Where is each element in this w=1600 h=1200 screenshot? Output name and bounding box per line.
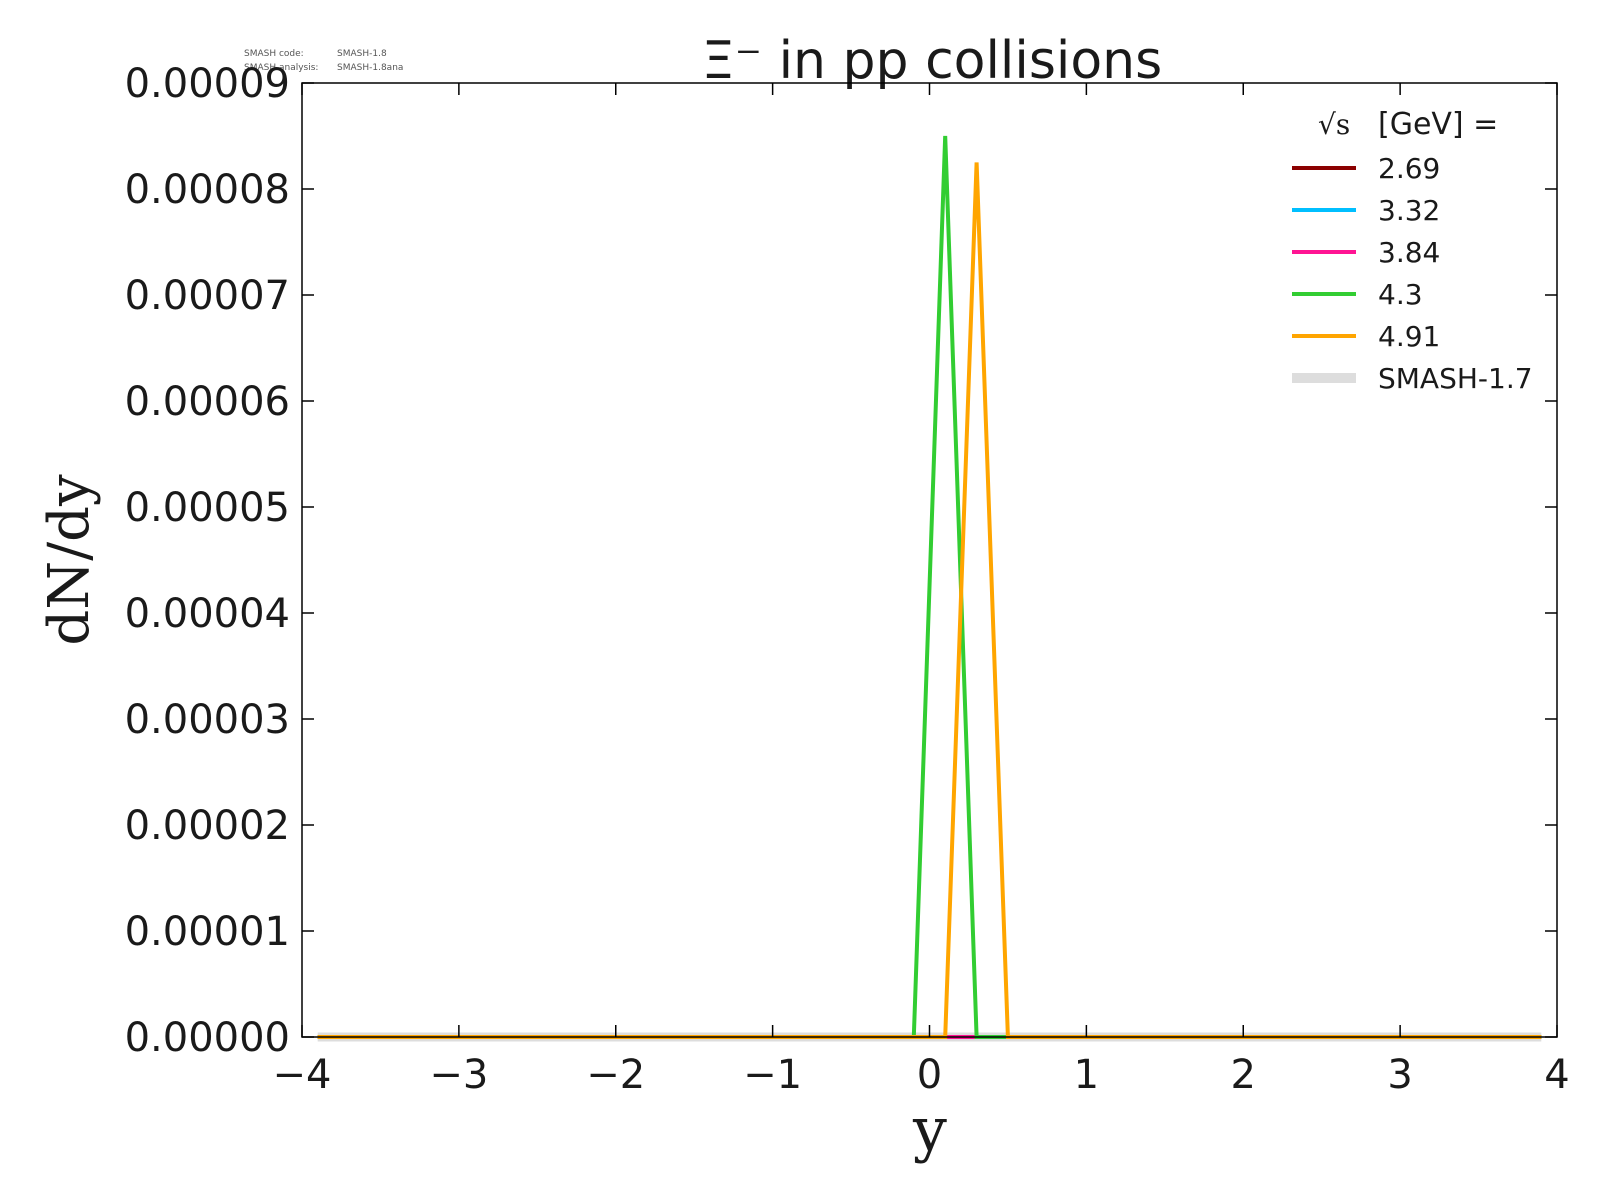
y-axis-label: dN/dy <box>37 474 102 646</box>
x-tick-label: 3 <box>1387 1052 1412 1098</box>
x-tick-label: 0 <box>917 1052 942 1098</box>
x-axis-label: y <box>912 1095 947 1165</box>
x-tick-label: −4 <box>273 1052 332 1098</box>
legend-items: 2.69 3.32 3.84 4.3 4.91 SMASH-1.7 <box>1292 152 1533 395</box>
y-tick-label: 0.00008 <box>125 167 290 213</box>
legend-title: [GeV] = <box>1378 107 1498 142</box>
x-tick-label: −2 <box>586 1052 645 1098</box>
legend: √s [GeV] = 2.69 3.32 3.84 4.3 4.91 SMASH-1.7 <box>1292 107 1533 395</box>
y-tick-label: 0.00001 <box>125 909 290 955</box>
smash-analysis-label: SMASH analysis: <box>244 63 319 73</box>
y-tick-label: 0.00004 <box>125 591 290 637</box>
y-tick-label: 0.00007 <box>125 273 290 319</box>
smash-code-label: SMASH code: <box>244 49 304 59</box>
legend-title-sqrt: √s <box>1318 108 1350 141</box>
series-line-3 <box>317 135 1542 1039</box>
legend-label: 2.69 <box>1378 152 1440 185</box>
chart-title: Ξ⁻ in pp collisions <box>702 31 1162 91</box>
legend-label: SMASH-1.7 <box>1378 362 1533 395</box>
legend-label: 4.91 <box>1378 320 1440 353</box>
y-tick-label: 0.00002 <box>125 803 290 849</box>
x-axis: −4 −3 −2 −1 0 1 2 3 4 <box>273 83 1570 1098</box>
legend-label: 3.32 <box>1378 194 1440 227</box>
series-layer <box>317 135 1542 1039</box>
y-axis: 0.00000 0.00001 0.00002 0.00003 0.00004 0.000… <box>125 61 1557 1061</box>
x-tick-label: 2 <box>1231 1052 1256 1098</box>
x-tick-label: 1 <box>1074 1052 1099 1098</box>
x-tick-label: −3 <box>429 1052 488 1098</box>
y-tick-label: 0.00006 <box>125 379 290 425</box>
legend-label: 3.84 <box>1378 236 1440 269</box>
x-tick-label: −1 <box>743 1052 802 1098</box>
y-tick-label: 0.00005 <box>125 485 290 531</box>
smash-analysis-value: SMASH-1.8ana <box>337 63 404 73</box>
y-tick-label: 0.00009 <box>125 61 290 107</box>
y-tick-label: 0.00000 <box>125 1015 290 1061</box>
plot-area <box>301 82 1558 1042</box>
x-tick-label: 4 <box>1544 1052 1569 1098</box>
smash-code-value: SMASH-1.8 <box>337 49 387 59</box>
legend-label: 4.3 <box>1378 278 1423 311</box>
y-tick-label: 0.00003 <box>125 697 290 743</box>
